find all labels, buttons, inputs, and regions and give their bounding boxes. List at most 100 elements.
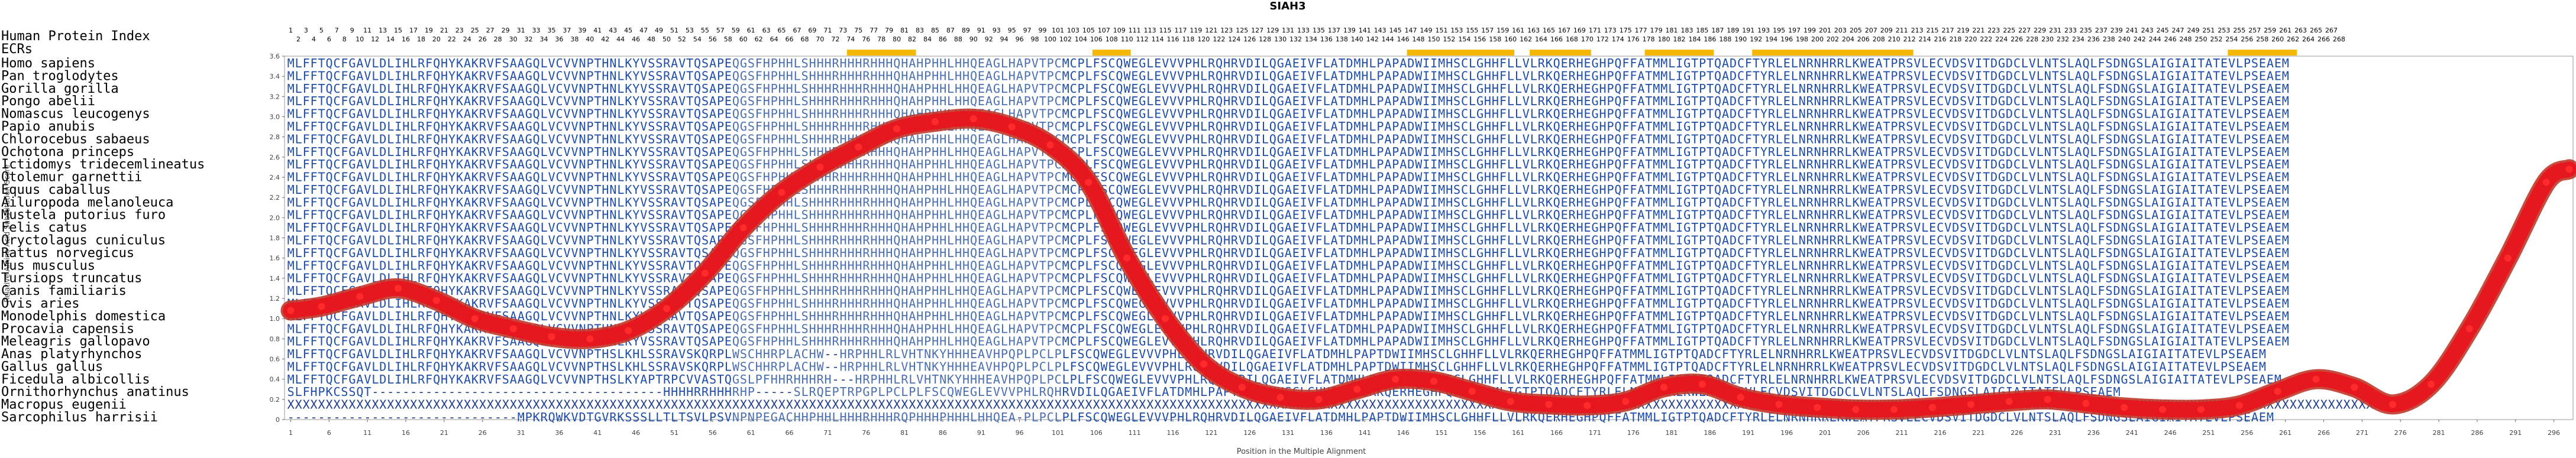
- residue: Q: [325, 246, 332, 260]
- residue: H: [1192, 56, 1200, 70]
- residue: E: [1154, 258, 1161, 272]
- residue: D: [1952, 82, 1959, 96]
- residue: L: [1791, 94, 1798, 108]
- residue: M: [1660, 82, 1667, 96]
- residue: P: [1392, 157, 1399, 171]
- residue: L: [2021, 233, 2028, 248]
- residue: E: [978, 246, 985, 260]
- residue: E: [2259, 69, 2266, 83]
- index-number: 136: [1320, 35, 1333, 43]
- residue: H: [885, 94, 893, 108]
- residue: D: [1407, 145, 1414, 159]
- residue: V: [2228, 145, 2235, 159]
- residue: P: [1392, 56, 1399, 70]
- residue: T: [2213, 132, 2220, 146]
- residue: Y: [632, 258, 639, 272]
- residue: V: [1169, 107, 1177, 121]
- residue: T: [2197, 94, 2205, 108]
- residue: R: [663, 94, 671, 108]
- residue: H: [901, 157, 908, 171]
- residue: A: [1384, 220, 1391, 235]
- residue: N: [1814, 145, 1821, 159]
- residue: A: [1722, 157, 1729, 171]
- index-number: 59: [732, 27, 740, 34]
- residue: R: [1806, 56, 1814, 70]
- residue: H: [441, 258, 448, 272]
- residue: L: [2236, 69, 2243, 83]
- residue: F: [311, 132, 318, 146]
- index-number: 188: [1719, 35, 1731, 43]
- residue: T: [1339, 82, 1346, 96]
- residue: T: [2052, 132, 2059, 146]
- residue: P: [1185, 157, 1192, 171]
- residue: C: [1070, 94, 1077, 108]
- residue: Q: [1714, 170, 1721, 184]
- residue: A: [2267, 82, 2274, 96]
- residue: H: [939, 157, 946, 171]
- residue: Q: [694, 145, 701, 159]
- residue: H: [932, 56, 939, 70]
- residue: L: [2090, 246, 2097, 260]
- residue: E: [1292, 69, 1300, 83]
- residue: T: [686, 82, 693, 96]
- residue: R: [1231, 107, 1239, 121]
- residue: A: [1637, 246, 1644, 260]
- residue: V: [2228, 170, 2235, 184]
- residue: V: [1944, 220, 1951, 235]
- residue: G: [1476, 220, 1483, 235]
- residue: S: [2136, 220, 2143, 235]
- residue: A: [2267, 69, 2274, 83]
- residue: D: [2113, 82, 2120, 96]
- residue: M: [2282, 233, 2289, 248]
- residue: T: [2213, 246, 2220, 260]
- residue: A: [709, 220, 716, 235]
- residue: N: [1814, 233, 1821, 248]
- residue: S: [2136, 132, 2143, 146]
- residue: E: [978, 69, 985, 83]
- residue: H: [1599, 94, 1606, 108]
- residue: M: [287, 69, 295, 83]
- residue: C: [1055, 258, 1062, 272]
- residue: V: [2228, 69, 2235, 83]
- residue: I: [1300, 246, 1307, 260]
- residue: V: [1032, 82, 1039, 96]
- residue: K: [1852, 94, 1860, 108]
- x-tick-label: 106: [1090, 429, 1103, 437]
- x-tick-label: 191: [1742, 429, 1754, 437]
- residue: L: [1776, 56, 1783, 70]
- residue: L: [1323, 69, 1330, 83]
- residue: G: [1277, 170, 1284, 184]
- residue: L: [947, 56, 954, 70]
- residue: W: [1123, 82, 1131, 96]
- residue: L: [1200, 157, 1207, 171]
- residue: W: [1123, 56, 1131, 70]
- residue: Q: [1216, 246, 1223, 260]
- residue: H: [847, 220, 854, 235]
- residue: L: [1507, 246, 1514, 260]
- residue: V: [1967, 220, 1974, 235]
- residue: A: [1285, 258, 1292, 272]
- residue: H: [1599, 220, 1606, 235]
- residue: A: [1331, 69, 1338, 83]
- residue: N: [1814, 246, 1821, 260]
- residue: S: [1960, 132, 1967, 146]
- residue: L: [1845, 132, 1852, 146]
- residue: L: [1921, 132, 1928, 146]
- residue: P: [1047, 107, 1054, 121]
- residue: A: [464, 170, 471, 184]
- residue: S: [648, 107, 655, 121]
- residue: L: [2021, 220, 2028, 235]
- index-number: 109: [1113, 27, 1126, 34]
- species-label: Monodelphis domestica: [1, 309, 166, 324]
- residue: G: [1277, 258, 1284, 272]
- residue: L: [2067, 82, 2074, 96]
- residue: V: [1162, 69, 1169, 83]
- residue: V: [1169, 132, 1177, 146]
- residue: H: [602, 107, 609, 121]
- residue: L: [1845, 258, 1852, 272]
- residue: P: [1392, 233, 1399, 248]
- residue: T: [2197, 132, 2205, 146]
- index-number: 83: [916, 27, 924, 34]
- index-number: 237: [2095, 27, 2108, 34]
- residue: L: [410, 220, 417, 235]
